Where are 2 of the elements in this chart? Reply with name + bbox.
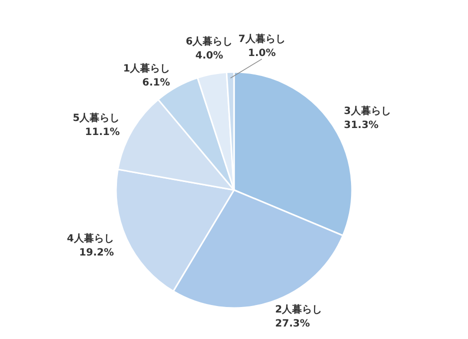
data-label: 1.0% [248, 48, 276, 60]
slice-label: 7人暮らし [238, 33, 286, 46]
